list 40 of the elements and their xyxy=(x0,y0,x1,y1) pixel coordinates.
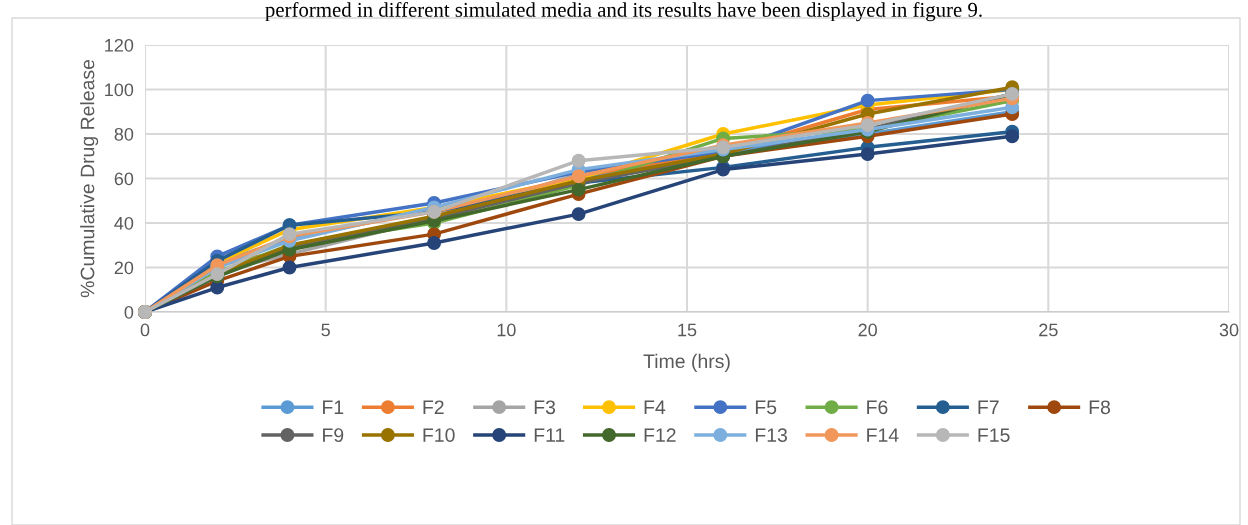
y-tick-label: 120 xyxy=(105,38,134,52)
legend-label: F3 xyxy=(534,400,556,415)
legend-label: F5 xyxy=(755,400,777,415)
x-tick-label: 25 xyxy=(1039,323,1058,337)
legend-label: F12 xyxy=(644,428,676,442)
y-tick-label: 60 xyxy=(114,172,134,186)
point xyxy=(571,182,586,197)
legend-label: F6 xyxy=(867,400,888,415)
x-tick-label: 15 xyxy=(678,323,697,337)
legend-label: F7 xyxy=(978,400,999,414)
y-tick-label: 80 xyxy=(114,127,134,141)
legend-label: F8 xyxy=(1089,400,1111,415)
legend-label: F2 xyxy=(423,400,444,414)
x-tick-label: 20 xyxy=(858,323,877,337)
legend-label: F10 xyxy=(423,428,455,443)
x-tick-label: 0 xyxy=(140,323,150,337)
point xyxy=(282,260,297,275)
point xyxy=(571,153,586,168)
point xyxy=(860,93,875,108)
legend-label: F1 xyxy=(323,400,344,414)
legend-label: F11 xyxy=(534,428,565,442)
point xyxy=(427,236,442,250)
y-axis-title: %Cumulative Drug Release xyxy=(80,59,99,298)
point xyxy=(571,207,586,222)
legend-label: F14 xyxy=(867,428,899,442)
legend-label: F9 xyxy=(323,428,344,443)
legend-label: F4 xyxy=(644,400,666,414)
y-tick-label: 20 xyxy=(114,261,134,275)
y-tick-label: 0 xyxy=(124,305,134,319)
point xyxy=(1005,129,1020,144)
legend-label: F13 xyxy=(755,428,787,443)
legend-label: F15 xyxy=(978,428,1010,443)
x-tick-label: 10 xyxy=(497,323,516,337)
x-tick-label: 5 xyxy=(321,323,330,337)
x-axis-title: Time (hrs) xyxy=(643,353,730,372)
y-tick-label: 40 xyxy=(114,216,134,230)
x-tick-label: 30 xyxy=(1219,323,1239,337)
point xyxy=(860,147,875,161)
text: performed in different simulated media and its results have been displayed in figure 9. xyxy=(265,2,982,22)
y-tick-label: 100 xyxy=(105,83,134,97)
